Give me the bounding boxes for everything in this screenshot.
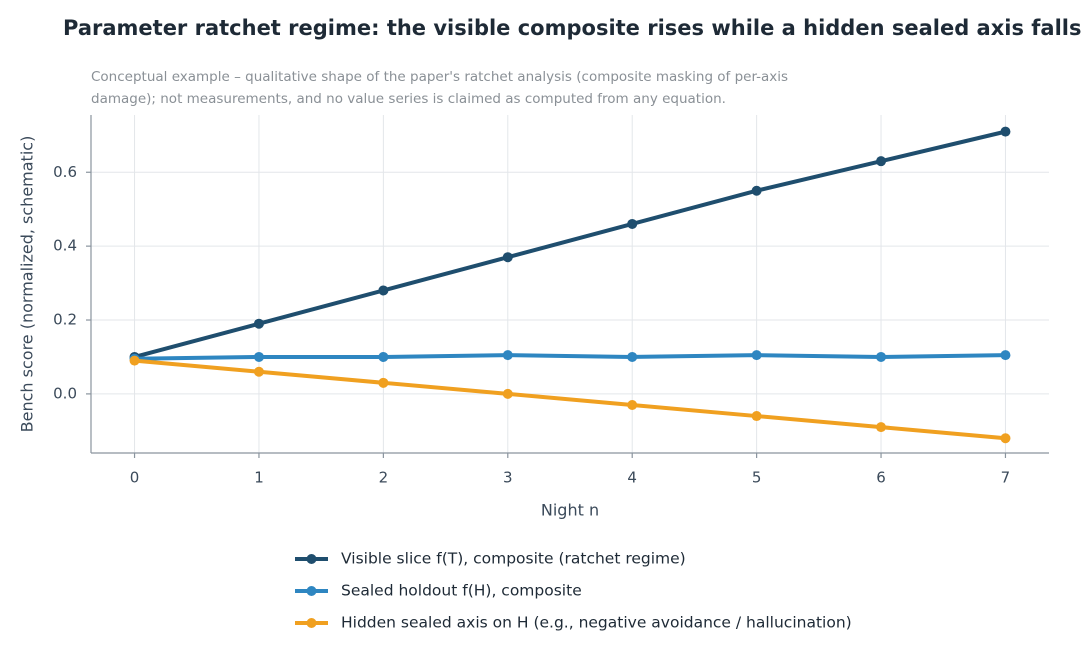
series-line xyxy=(134,358,1006,441)
data-point xyxy=(253,318,264,329)
chart-title: Parameter ratchet regime: the visible co… xyxy=(63,16,1081,40)
x-tick-label: 0 xyxy=(130,469,140,487)
data-point xyxy=(502,350,513,361)
subtitle: Conceptual example – qualitative shape o… xyxy=(91,69,788,85)
x-tick-label: 4 xyxy=(627,469,637,487)
subtitle: damage); not measurements, and no value … xyxy=(91,91,726,107)
x-axis-label: Night n xyxy=(541,501,599,520)
legend-label: Visible slice f(T), composite (ratchet r… xyxy=(341,550,686,568)
data-point xyxy=(876,422,887,433)
y-tick-label: 0.6 xyxy=(53,163,77,181)
data-point xyxy=(129,355,140,366)
x-tick-label: 1 xyxy=(254,469,264,487)
y-tick-label: 0.2 xyxy=(53,311,77,329)
data-point xyxy=(751,350,762,361)
data-point xyxy=(378,377,389,388)
x-tick-label: 7 xyxy=(1001,469,1011,487)
data-point xyxy=(502,388,513,399)
legend-marker xyxy=(306,618,317,628)
data-point xyxy=(751,185,762,196)
data-point xyxy=(502,252,513,263)
data-point xyxy=(876,351,887,362)
series-line xyxy=(134,129,1006,359)
x-tick-label: 6 xyxy=(876,469,886,487)
data-point xyxy=(1000,126,1011,137)
y-tick-label: 0.4 xyxy=(53,237,77,255)
data-point xyxy=(627,218,638,229)
series-line xyxy=(134,353,1006,361)
data-point xyxy=(253,351,264,362)
x-tick-label: 3 xyxy=(503,469,513,487)
legend-marker xyxy=(306,586,317,596)
y-axis-label: Bench score (normalized, schematic) xyxy=(18,136,37,433)
data-point xyxy=(378,285,389,296)
y-tick-label: 0.0 xyxy=(53,384,77,402)
legend-label: Sealed holdout f(H), composite xyxy=(341,582,582,600)
data-point xyxy=(1000,350,1011,361)
data-point xyxy=(876,156,887,167)
x-tick-label: 5 xyxy=(752,469,762,487)
x-tick-label: 2 xyxy=(379,469,389,487)
data-point xyxy=(751,411,762,422)
data-point xyxy=(627,399,638,410)
data-point xyxy=(253,366,264,377)
data-point xyxy=(627,351,638,362)
legend-label: Hidden sealed axis on H (e.g., negative … xyxy=(341,614,852,632)
data-point xyxy=(378,351,389,362)
legend-marker xyxy=(306,554,317,564)
data-point xyxy=(1000,433,1011,444)
